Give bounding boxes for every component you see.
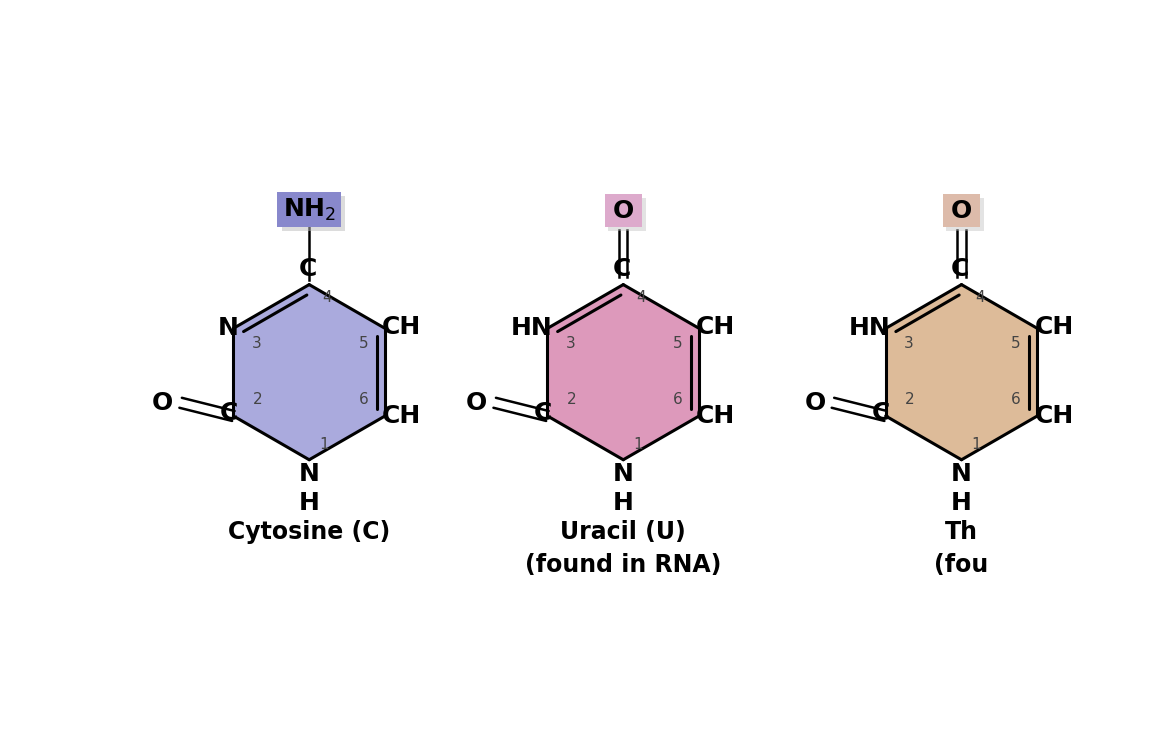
FancyBboxPatch shape: [604, 194, 642, 227]
Text: CH: CH: [696, 315, 735, 339]
Text: Cytosine (C): Cytosine (C): [228, 520, 390, 544]
Text: C: C: [299, 257, 317, 281]
Text: 3: 3: [566, 336, 575, 351]
Text: 6: 6: [359, 392, 368, 406]
Text: O: O: [152, 391, 173, 414]
Text: C: C: [220, 401, 238, 425]
Polygon shape: [547, 284, 699, 460]
Text: H: H: [952, 491, 971, 515]
Text: Uracil (U): Uracil (U): [560, 520, 686, 544]
Text: H: H: [299, 491, 319, 515]
Text: N: N: [299, 462, 319, 486]
Text: CH: CH: [382, 404, 421, 428]
Text: 6: 6: [672, 392, 683, 406]
Text: C: C: [613, 257, 631, 281]
FancyBboxPatch shape: [277, 192, 341, 227]
FancyBboxPatch shape: [608, 197, 645, 231]
Text: C: C: [872, 401, 891, 425]
Text: O: O: [804, 391, 825, 414]
Text: CH: CH: [1035, 404, 1073, 428]
Text: HN: HN: [511, 317, 552, 341]
Text: 2: 2: [253, 392, 262, 406]
Text: N: N: [952, 462, 971, 486]
Text: CH: CH: [696, 404, 735, 428]
Text: C: C: [534, 401, 552, 425]
FancyBboxPatch shape: [282, 197, 345, 232]
FancyBboxPatch shape: [947, 197, 984, 231]
Text: 1: 1: [319, 436, 328, 452]
Text: 5: 5: [1011, 336, 1021, 351]
Text: N: N: [217, 317, 238, 341]
Text: O: O: [613, 199, 634, 223]
Text: O: O: [950, 199, 973, 223]
Text: 2: 2: [905, 392, 914, 406]
Text: 3: 3: [904, 336, 913, 351]
Text: (found in RNA): (found in RNA): [525, 553, 721, 577]
Text: 3: 3: [251, 336, 261, 351]
Text: Th: Th: [945, 520, 978, 544]
Text: 6: 6: [1011, 392, 1021, 406]
Polygon shape: [886, 284, 1037, 460]
Text: 4: 4: [323, 290, 332, 306]
Text: CH: CH: [382, 315, 421, 339]
Text: N: N: [613, 462, 634, 486]
Text: HN: HN: [849, 317, 891, 341]
Text: CH: CH: [1035, 315, 1073, 339]
Text: C: C: [952, 257, 969, 281]
Text: (fou: (fou: [934, 553, 989, 577]
Text: O: O: [466, 391, 487, 414]
Text: H: H: [613, 491, 634, 515]
Text: 4: 4: [637, 290, 646, 306]
Text: 1: 1: [632, 436, 643, 452]
Text: 1: 1: [971, 436, 981, 452]
Polygon shape: [234, 284, 385, 460]
Text: 5: 5: [359, 336, 368, 351]
FancyBboxPatch shape: [942, 194, 981, 227]
Text: NH$_2$: NH$_2$: [283, 197, 336, 223]
Text: 2: 2: [567, 392, 576, 406]
Text: 4: 4: [975, 290, 984, 306]
Text: 5: 5: [672, 336, 683, 351]
